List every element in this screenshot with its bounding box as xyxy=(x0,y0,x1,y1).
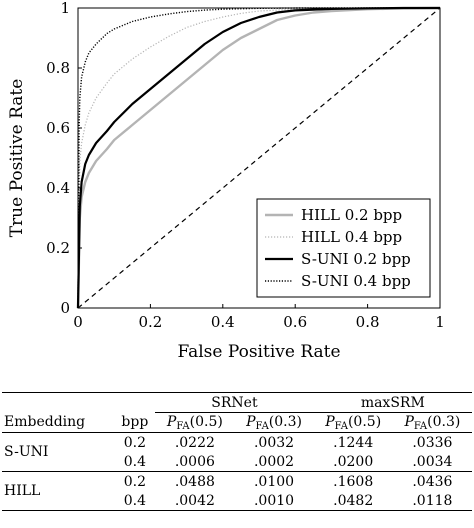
results-table: SRNet maxSRM Embedding bpp PFA(0.5) PFA(… xyxy=(2,392,472,511)
table-column-header-row: Embedding bpp PFA(0.5) PFA(0.3) PFA(0.5)… xyxy=(2,412,472,433)
axis-ticks: 0 0.2 0.4 0.6 0.8 1 0 0.2 0.4 0.6 0.8 1 xyxy=(46,0,445,331)
table-empty-cell xyxy=(2,392,115,413)
bpp-cell: 0.2 xyxy=(123,434,146,451)
bpp-cell: 0.4 xyxy=(114,452,156,472)
plot-frame xyxy=(77,7,441,309)
legend-label: HILL 0.4 bpp xyxy=(301,228,402,246)
x-tick-label: 0.6 xyxy=(283,313,307,331)
legend-label: S-UNI 0.2 bpp xyxy=(301,250,411,268)
column-header-pfa: PFA(0.5) xyxy=(155,412,235,433)
value-cell: .0032 xyxy=(253,434,295,451)
embedding-cell: S-UNI xyxy=(4,444,49,460)
pfa-argument: (0.3) xyxy=(427,413,461,430)
pfa-symbol: P xyxy=(166,413,177,430)
pfa-symbol: P xyxy=(404,413,414,430)
roc-curve-s-uni-0-4-bpp xyxy=(77,7,440,309)
value-cell: .0336 xyxy=(412,434,453,451)
group-header-srnet: SRNet xyxy=(155,392,314,413)
value-cell: .0006 xyxy=(155,452,235,472)
pfa-argument: (0.5) xyxy=(189,413,223,430)
group-header-maxsrm: maxSRM xyxy=(313,392,472,413)
value-cell: .0002 xyxy=(234,452,314,472)
value-cell: .0222 xyxy=(174,434,215,451)
y-axis-label: True Positive Rate xyxy=(7,79,27,238)
table-row: 0.4 .0042 .0010 .0482 .0118 xyxy=(2,491,472,511)
pfa-subscript: FA xyxy=(176,420,190,432)
value-cell: .0010 xyxy=(234,491,314,511)
value-cell: .0042 xyxy=(155,491,235,511)
column-header-pfa: PFA(0.3) xyxy=(234,412,314,433)
y-tick-label: 0.4 xyxy=(46,179,70,197)
embedding-cell: HILL xyxy=(2,471,115,511)
table-row: 0.4 .0006 .0002 .0200 .0034 xyxy=(2,452,472,472)
y-tick-label: 0.2 xyxy=(46,239,70,257)
value-cell: .0488 xyxy=(174,473,215,490)
value-cell: .0118 xyxy=(392,491,472,511)
x-tick-label: 0.8 xyxy=(356,313,380,331)
y-tick-label: 1 xyxy=(60,0,70,17)
column-header-pfa: PFA(0.3) xyxy=(392,412,472,433)
roc-chart: 0 0.2 0.4 0.6 0.8 1 0 0.2 0.4 0.6 0.8 1 False Posit… xyxy=(7,0,445,362)
value-cell: .0200 xyxy=(313,452,393,472)
legend: HILL 0.2 bpp HILL 0.4 bpp S-UNI 0.2 bpp S-U… xyxy=(256,198,431,298)
y-tick-label: 0.6 xyxy=(46,119,70,137)
value-cell: .0436 xyxy=(412,473,453,490)
x-tick-label: 0.2 xyxy=(138,313,162,331)
column-header-embedding: Embedding xyxy=(2,412,115,433)
pfa-symbol: P xyxy=(246,413,256,430)
roc-curves xyxy=(76,6,441,309)
roc-curve-s-uni-0-2-bpp xyxy=(76,6,440,309)
value-cell: .0482 xyxy=(313,491,393,511)
x-tick-label: 0.4 xyxy=(211,313,235,331)
column-header-pfa: PFA(0.5) xyxy=(313,412,393,433)
table-row: S-UNI 0.2 .0222 .0032 .1244 .0336 xyxy=(2,433,472,461)
legend-label: HILL 0.2 bpp xyxy=(301,206,402,224)
x-axis-label: False Positive Rate xyxy=(177,342,340,362)
column-header-bpp: bpp xyxy=(114,412,156,433)
table-empty-cell xyxy=(114,392,156,413)
value-cell: .0100 xyxy=(253,473,295,490)
pfa-argument: (0.3) xyxy=(268,413,302,430)
roc-curve-hill-0-2-bpp xyxy=(76,6,441,309)
pfa-argument: (0.5) xyxy=(347,413,382,430)
bpp-cell: 0.2 xyxy=(123,473,146,490)
pfa-subscript: FA xyxy=(413,420,428,432)
x-tick-label: 1 xyxy=(435,313,445,331)
bpp-cell: 0.4 xyxy=(114,491,156,511)
y-tick-label: 0.8 xyxy=(46,59,70,77)
y-tick-label: 0 xyxy=(60,299,70,317)
chance-diagonal-line xyxy=(77,7,441,309)
pfa-subscript: FA xyxy=(255,420,269,432)
table-group-header-row: SRNet maxSRM xyxy=(2,392,472,413)
table-row: HILL 0.2 .0488 .0100 .1608 .0436 xyxy=(2,471,472,511)
value-cell: .1244 xyxy=(333,434,374,451)
value-cell: .1608 xyxy=(333,473,374,490)
legend-label: S-UNI 0.4 bpp xyxy=(301,272,411,290)
pfa-subscript: FA xyxy=(334,420,348,432)
pfa-symbol: P xyxy=(325,413,335,430)
x-tick-label: 0 xyxy=(73,313,83,331)
value-cell: .0034 xyxy=(392,452,472,472)
